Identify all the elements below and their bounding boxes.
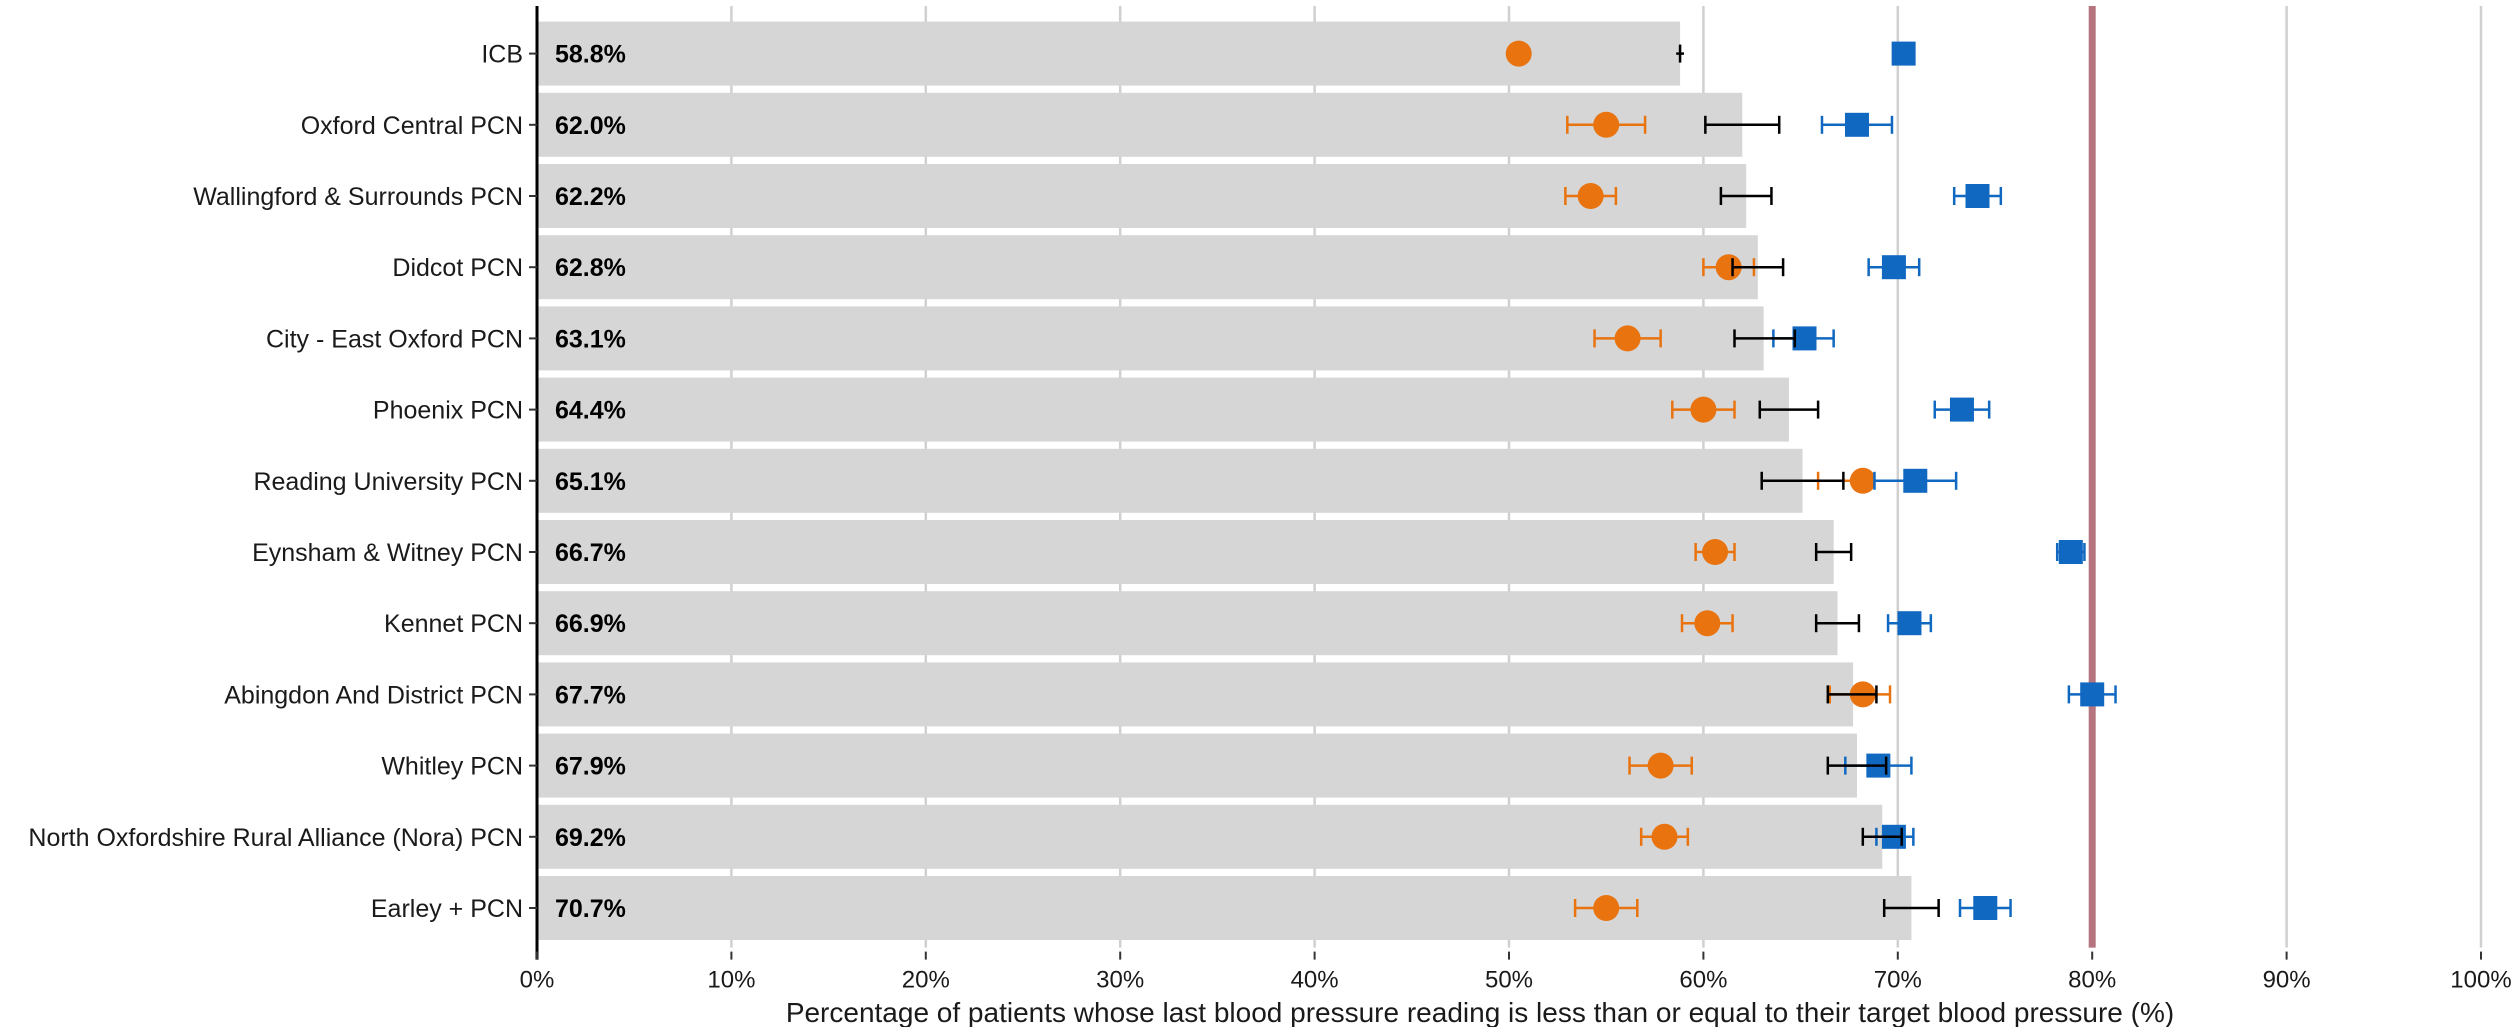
square-point-row-7 — [2059, 540, 2083, 564]
value-label-row-0: 58.8% — [555, 41, 626, 69]
category-label-row-11: North Oxfordshire Rural Alliance (Nora) … — [28, 824, 523, 852]
category-label-row-7: Eynsham & Witney PCN — [252, 539, 523, 567]
x-tick-label-3: 30% — [1096, 967, 1144, 994]
square-point-row-1 — [1845, 113, 1869, 137]
circle-point-row-0 — [1506, 41, 1532, 67]
x-tick-label-5: 50% — [1485, 967, 1533, 994]
x-axis-title: Percentage of patients whose last blood … — [786, 997, 2174, 1027]
x-tick-label-9: 90% — [2263, 967, 2311, 994]
bar-row-8 — [537, 591, 1838, 655]
x-tick-label-10: 100% — [2450, 967, 2511, 994]
square-point-row-6 — [1903, 469, 1927, 493]
bar-row-1 — [537, 93, 1742, 157]
bar-row-4 — [537, 306, 1764, 370]
bar-row-3 — [537, 235, 1758, 299]
bar-row-5 — [537, 378, 1789, 442]
value-label-row-11: 69.2% — [555, 824, 626, 852]
circle-point-row-10 — [1648, 753, 1674, 779]
square-point-row-0 — [1892, 42, 1916, 66]
bar-layer — [537, 22, 1911, 940]
bar-row-7 — [537, 520, 1834, 584]
category-label-row-4: City - East Oxford PCN — [266, 325, 523, 353]
category-label-row-9: Abingdon And District PCN — [224, 681, 523, 709]
circle-point-row-2 — [1578, 183, 1604, 209]
bar-row-9 — [537, 662, 1853, 726]
square-point-row-2 — [1966, 184, 1990, 208]
circle-point-row-11 — [1652, 824, 1678, 850]
circle-point-row-4 — [1615, 325, 1641, 351]
value-label-row-4: 63.1% — [555, 325, 626, 353]
value-label-row-2: 62.2% — [555, 183, 626, 211]
square-point-row-9 — [2080, 682, 2104, 706]
category-label-row-12: Earley + PCN — [371, 895, 523, 923]
value-label-row-5: 64.4% — [555, 397, 626, 425]
value-label-row-10: 67.9% — [555, 753, 626, 781]
category-label-row-8: Kennet PCN — [384, 610, 523, 638]
x-tick-label-8: 80% — [2068, 967, 2116, 994]
category-label-row-1: Oxford Central PCN — [301, 112, 523, 140]
value-label-row-12: 70.7% — [555, 895, 626, 923]
bar-row-6 — [537, 449, 1803, 513]
square-point-row-8 — [1897, 611, 1921, 635]
bar-row-12 — [537, 876, 1911, 940]
value-label-row-1: 62.0% — [555, 112, 626, 140]
x-tick-label-4: 40% — [1291, 967, 1339, 994]
circle-point-row-7 — [1702, 539, 1728, 565]
square-point-row-5 — [1950, 398, 1974, 422]
value-label-row-3: 62.8% — [555, 254, 626, 282]
circle-point-row-1 — [1593, 112, 1619, 138]
square-point-row-3 — [1882, 255, 1906, 279]
circle-point-row-8 — [1694, 610, 1720, 636]
value-label-row-7: 66.7% — [555, 539, 626, 567]
circle-point-row-6 — [1850, 468, 1876, 494]
category-label-row-0: ICB — [481, 41, 523, 69]
category-label-row-2: Wallingford & Surrounds PCN — [193, 183, 523, 211]
x-tick-label-1: 10% — [707, 967, 755, 994]
square-point-row-4 — [1792, 326, 1816, 350]
square-point-row-12 — [1973, 896, 1997, 920]
x-tick-label-7: 70% — [1874, 967, 1922, 994]
value-label-row-9: 67.7% — [555, 681, 626, 709]
circle-point-row-5 — [1690, 397, 1716, 423]
circle-point-row-12 — [1593, 895, 1619, 921]
value-label-row-8: 66.9% — [555, 610, 626, 638]
category-label-row-3: Didcot PCN — [392, 254, 523, 282]
value-label-row-6: 65.1% — [555, 468, 626, 496]
category-label-row-5: Phoenix PCN — [373, 397, 523, 425]
x-tick-label-2: 20% — [902, 967, 950, 994]
category-label-row-6: Reading University PCN — [253, 468, 523, 496]
x-tick-label-0: 0% — [520, 967, 555, 994]
category-label-row-10: Whitley PCN — [381, 753, 523, 781]
x-tick-label-6: 60% — [1679, 967, 1727, 994]
